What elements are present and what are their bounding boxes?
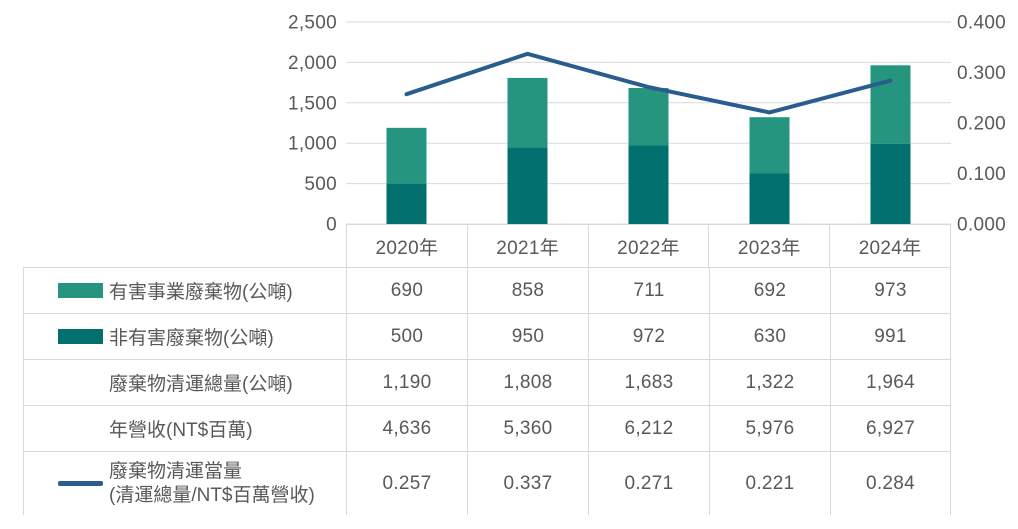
bar-segment-nonhazardous [507,147,548,224]
row-label-waste-intensity: 廢棄物清運當量 (清運總量/NT$百萬營收) [23,452,346,515]
bar-segment-hazardous [386,127,427,184]
table-value: 1,322 [709,360,830,406]
table-value: 972 [588,314,709,360]
table-value: 973 [830,268,951,314]
y-axis-left-tick-label: 0 [326,215,337,236]
table-value: 991 [830,314,951,360]
row-label-text: 有害事業廢棄物(公噸) [109,282,293,303]
table-value: 711 [588,268,709,314]
table-value: 1,808 [467,360,588,406]
y-axis-right-tick-label: 0.000 [957,215,1006,236]
table-value: 5,360 [467,406,588,452]
trend-line-legend-swatch [58,481,103,486]
table-value: 500 [346,314,467,360]
row-label-hazardous-waste: 有害事業廢棄物(公噸) [23,268,346,314]
hazardous-waste-legend-swatch [58,283,103,298]
row-label-text-line2: (清運總量/NT$百萬營收) [109,484,315,506]
row-label-text: 廢棄物清運總量(公噸) [109,374,293,395]
chart-canvas: 0 500 1,000 1,500 2,000 2,500 0.000 0.100 0.200 0… [288,13,1006,236]
bar-segment-hazardous [507,77,548,148]
table-value: 0.284 [830,452,951,515]
y-axis-right-tick-label: 0.100 [957,164,1006,185]
bar-segment-hazardous [628,88,669,146]
row-label-annual-revenue: 年營收(NT$百萬) [23,406,346,452]
table-value: 6,212 [588,406,709,452]
bar-segment-nonhazardous [870,143,911,224]
table-value: 950 [467,314,588,360]
table-value: 690 [346,268,467,314]
x-axis-year-row: 2020年 2021年 2022年 2023年 2024年 [346,224,951,267]
table-value: 1,683 [588,360,709,406]
table-value: 1,964 [830,360,951,406]
row-label-nonhazardous-waste: 非有害廢棄物(公噸) [23,314,346,360]
x-axis-label-2020: 2020年 [346,224,467,267]
table-value: 4,636 [346,406,467,452]
bar-segment-nonhazardous [386,183,427,224]
x-axis-label-2021: 2021年 [466,224,588,267]
table-value: 0.257 [346,452,467,515]
bar-segment-hazardous [870,65,911,144]
x-axis-label-2023: 2023年 [708,224,830,267]
bar-segment-nonhazardous [628,145,669,224]
trend-line [404,51,893,115]
table-value: 0.221 [709,452,830,515]
y-axis-left-tick-label: 2,500 [288,13,337,34]
y-axis-left-tick-label: 500 [304,174,337,195]
nonhazardous-waste-legend-swatch [58,329,103,344]
bar-segment-hazardous [749,117,790,174]
y-axis-right-tick-label: 0.200 [957,114,1006,135]
x-axis-label-2022: 2022年 [587,224,709,267]
y-axis-right-tick-label: 0.300 [957,63,1006,84]
y-axis-left-tick-label: 1,000 [288,134,337,155]
table-value: 0.337 [467,452,588,515]
bar-segment-nonhazardous [749,173,790,224]
table-value: 1,190 [346,360,467,406]
waste-data-table: 有害事業廢棄物(公噸) 690 858 711 692 973 非有害廢棄物(公… [23,267,951,515]
table-value: 858 [467,268,588,314]
table-value: 692 [709,268,830,314]
y-axis-left-tick-label: 2,000 [288,53,337,74]
y-axis-right-tick-label: 0.400 [957,13,1006,34]
x-axis-label-2024: 2024年 [829,224,951,267]
table-value: 5,976 [709,406,830,452]
table-value: 630 [709,314,830,360]
y-axis-left-tick-label: 1,500 [288,93,337,114]
row-label-text: 非有害廢棄物(公噸) [109,328,274,349]
table-value: 0.271 [588,452,709,515]
row-label-text: 廢棄物清運當量 [109,461,243,483]
row-label-total-waste: 廢棄物清運總量(公噸) [23,360,346,406]
table-value: 6,927 [830,406,951,452]
row-label-text: 年營收(NT$百萬) [109,420,253,441]
